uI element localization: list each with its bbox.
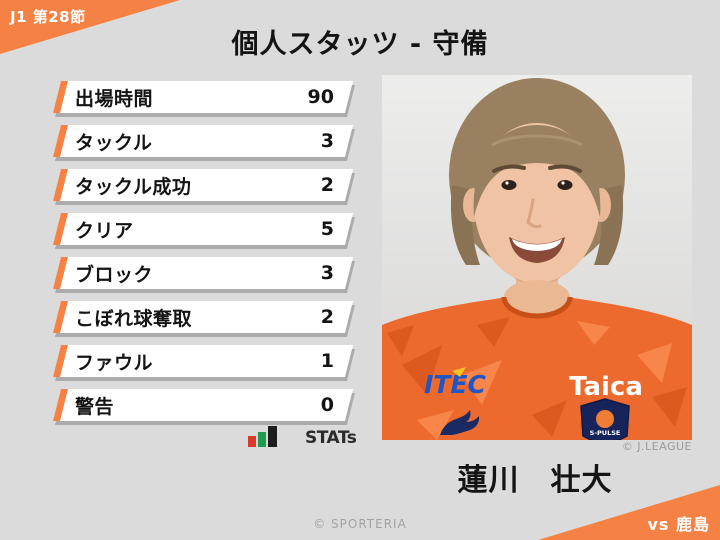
stat-label: 出場時間: [75, 87, 154, 110]
stat-row: 出場時間 90: [53, 81, 353, 113]
sporteria-credit: © SPORTERIA: [313, 517, 407, 531]
stats-list: 出場時間 90 タックル 3 タックル成功 2 クリア 5 ブロック: [53, 81, 353, 433]
stat-row: ブロック 3: [53, 257, 353, 289]
stat-row: こぼれ球奪取 2: [53, 301, 353, 333]
stat-value: 5: [320, 218, 334, 240]
stat-row: クリア 5: [53, 213, 353, 245]
stat-row: タックル成功 2: [53, 169, 353, 201]
stat-value: 3: [320, 130, 334, 152]
player-photo: ITEC Taica S-PULSE: [382, 75, 692, 440]
stat-label: ファウル: [75, 351, 154, 374]
stat-value: 2: [320, 306, 334, 328]
stat-label: クリア: [75, 219, 134, 242]
stat-value: 3: [320, 262, 334, 284]
club-crest: S-PULSE: [580, 398, 630, 440]
stat-row: タックル 3: [53, 125, 353, 157]
bar-chart-icon: [248, 426, 279, 447]
player-name: 蓮川 壮大: [457, 463, 613, 498]
stats-logo-text: STATs: [305, 428, 357, 448]
stat-label: 警告: [75, 395, 115, 418]
stat-row: ファウル 1: [53, 345, 353, 377]
stat-row: 警告 0: [53, 389, 353, 421]
stat-label: こぼれ球奪取: [75, 307, 193, 330]
stat-value: 90: [307, 86, 334, 108]
stat-value: 2: [320, 174, 334, 196]
stat-label: タックル: [75, 131, 153, 154]
jleague-photo-credit: © J.LEAGUE: [621, 440, 692, 453]
league-round-badge: J1 第28節: [10, 8, 86, 26]
club-crest-text: S-PULSE: [590, 429, 621, 437]
stat-label: ブロック: [75, 263, 154, 286]
opponent-badge: vs 鹿島: [647, 515, 710, 534]
page-title: 個人スタッツ - 守備: [231, 29, 489, 60]
jersey-sponsor-left: ITEC: [424, 370, 486, 399]
puma-logo: [440, 410, 480, 435]
stat-value: 1: [320, 350, 334, 372]
stat-label: タックル成功: [75, 175, 192, 198]
jersey-sponsor-right: Taica: [569, 372, 643, 402]
stat-value: 0: [320, 394, 334, 416]
